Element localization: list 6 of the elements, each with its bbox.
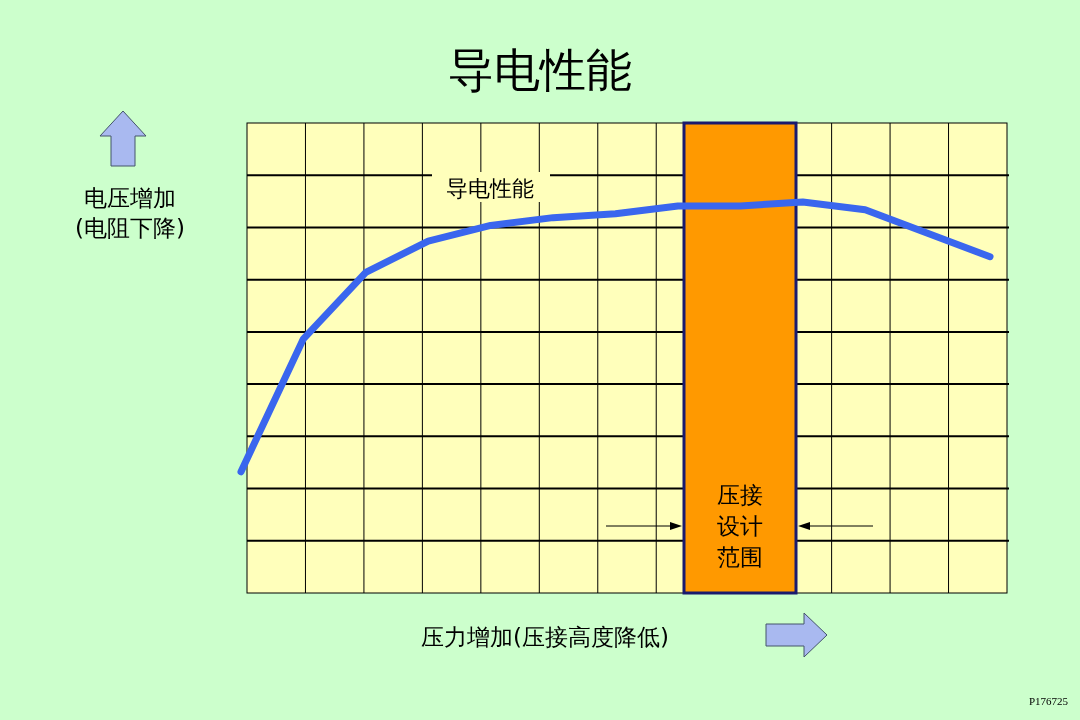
series-label: 导电性能 [446,176,534,201]
y-axis-title: 电压增加 (电阻下降) [75,185,185,241]
x-axis-title: 压力增加(压接高度降低) [421,624,669,650]
annotation: 压接设计范围 [717,482,763,570]
text: P176725 [1028,695,1069,707]
chart-title: 导电性能 [448,43,632,97]
